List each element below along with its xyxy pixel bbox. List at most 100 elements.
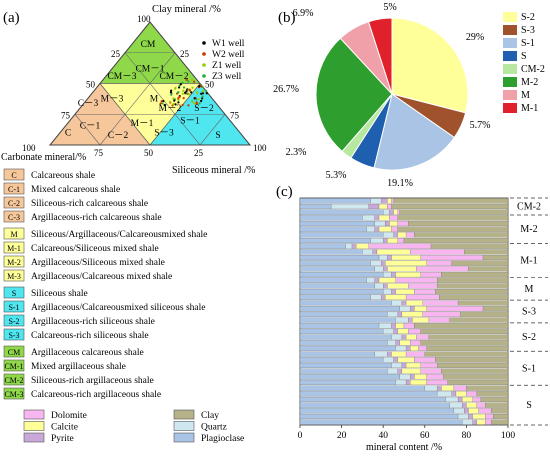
bar-segment-dolomite (420, 362, 438, 368)
bar-segment-dolomite (368, 243, 432, 249)
bar-segment-plagioclase (299, 243, 346, 249)
ternary-tick-right: 50 (205, 80, 215, 90)
bar-segment-plagioclase (299, 362, 392, 368)
bar-segment-quartz (395, 379, 407, 385)
bar-segment-pyrite (397, 368, 403, 374)
bar-segment-dolomite (416, 334, 430, 340)
bar-segment-calcite (387, 266, 417, 272)
legend-code: S (12, 289, 16, 298)
pie-legend-swatch (503, 25, 517, 35)
region-label-s-2: S－2 (194, 104, 214, 114)
group-label: M-1 (520, 255, 537, 266)
mineral-label: Calcite (51, 423, 78, 433)
bar-segment-pyrite (395, 340, 400, 346)
sample-point (178, 95, 181, 98)
group-label: CM-2 (517, 202, 541, 213)
bar-segment-plagioclase (299, 345, 396, 351)
pie-legend-label: S-2 (521, 12, 535, 23)
well-marker (202, 52, 206, 56)
sample-point (193, 80, 196, 83)
bar-segment-dolomite (418, 345, 428, 351)
bar-segment-dolomite (426, 306, 484, 312)
legend-code: CM-2 (4, 376, 23, 385)
sample-point (182, 86, 186, 89)
legend-code: C (11, 171, 16, 180)
ternary-tick-bottom: 75 (94, 148, 104, 158)
bar-segment-plagioclase (299, 311, 388, 317)
grid-line-carbonate (74, 114, 101, 146)
sample-point (182, 96, 185, 100)
pie-legend-label: S-3 (521, 25, 535, 36)
bar-segment-pyrite (383, 266, 388, 272)
sample-point (159, 102, 162, 105)
legend-code: M-3 (7, 272, 21, 281)
legend-code: C-3 (8, 213, 20, 222)
bar-segment-quartz (424, 385, 438, 391)
bar-segment-dolomite (476, 402, 486, 408)
ternary-tick-left: 50 (86, 80, 96, 90)
bar-segment-plagioclase (299, 232, 384, 238)
bar-segment-quartz (331, 203, 369, 210)
sample-point (174, 87, 177, 90)
bar-segment-calcite (441, 385, 455, 391)
legend-swatch (3, 210, 25, 223)
pie-slice-label: 6.9% (293, 8, 314, 19)
sample-point (205, 92, 208, 95)
bar-segment-clay (468, 266, 509, 272)
bar-segment-calcite (391, 255, 421, 261)
ternary-tick-left: 25 (111, 49, 121, 59)
sample-point (193, 97, 196, 100)
bar-segment-dolomite (426, 260, 452, 266)
sample-point (170, 93, 173, 96)
bar-segment-plagioclase (299, 277, 367, 283)
bar-segment-plagioclase (299, 391, 438, 397)
bar-segment-calcite (397, 357, 415, 363)
pie-slice-m-1 (367, 17, 393, 95)
bar-segment-calcite (378, 277, 396, 283)
pie-legend-swatch (503, 77, 517, 87)
bar-segment-clay (464, 249, 509, 255)
sample-point (200, 92, 203, 95)
bar-segment-quartz (453, 408, 465, 414)
legend-swatch (3, 300, 25, 313)
legend-swatch (3, 241, 25, 254)
sample-point (190, 78, 194, 81)
sample-point (195, 98, 198, 101)
x-tick-label: 60 (420, 431, 430, 441)
bar-segment-plagioclase (299, 402, 450, 408)
bar-segment-clay (428, 334, 509, 340)
pie-legend-label: S-1 (521, 38, 535, 49)
bar-segment-calcite (401, 368, 421, 374)
bar-segment-plagioclase (299, 419, 463, 425)
bar-segment-quartz (366, 226, 376, 232)
sample-point (195, 91, 199, 94)
bar-segment-clay (414, 323, 509, 329)
region-label-cm: CM (141, 40, 156, 50)
pie-legend-swatch (503, 64, 517, 74)
sample-point (168, 100, 172, 104)
bar-segment-clay (482, 306, 509, 312)
bar-segment-calcite (395, 272, 421, 278)
legend-text: Calcareous shale (31, 171, 95, 181)
bar-segment-plagioclase (299, 272, 384, 278)
legend-code: S-3 (8, 331, 19, 340)
bar-segment-pyrite (437, 385, 442, 391)
mineral-label: Pyrite (51, 434, 74, 444)
bar-segment-pyrite (397, 311, 403, 317)
region-label-s-3: S－3 (154, 129, 174, 139)
bar-segment-dolomite (408, 328, 421, 334)
sample-point (201, 92, 205, 95)
bar-segment-dolomite (484, 419, 492, 425)
bar-segment-clay (449, 317, 509, 323)
ternary-apex-left: 100 (22, 143, 36, 153)
ternary-apex-right: 100 (253, 143, 267, 153)
sample-point (174, 103, 177, 106)
bar-segment-pyrite (464, 408, 469, 414)
bar-segment-plagioclase (299, 203, 332, 210)
pie-slice-m-2 (315, 37, 393, 153)
sample-point (198, 102, 201, 105)
bar-segment-quartz (370, 198, 382, 204)
bar-segment-clay (403, 238, 509, 244)
bar-segment-clay (482, 255, 509, 261)
bar-segment-plagioclase (299, 260, 371, 266)
